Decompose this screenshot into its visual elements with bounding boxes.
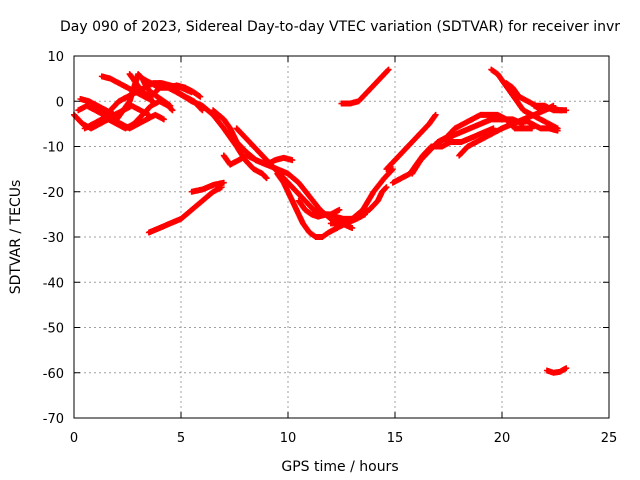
data-point (160, 116, 167, 123)
data-series-pass-18 (188, 179, 227, 195)
data-point (385, 66, 392, 73)
data-point (382, 185, 389, 192)
y-tick-label: -10 (43, 141, 64, 156)
data-series-pass-16 (338, 66, 392, 107)
data-point (389, 166, 396, 173)
data-points (71, 66, 570, 376)
data-point (150, 98, 157, 105)
data-series-pass-20 (389, 125, 497, 186)
data-series-pass-12 (220, 152, 296, 168)
y-tick-label: -30 (43, 231, 64, 246)
data-point (336, 206, 343, 213)
data-point (349, 224, 356, 231)
x-axis-label: GPS time / hours (281, 459, 398, 475)
data-point (169, 107, 176, 114)
x-tick-label: 5 (177, 431, 185, 446)
x-tick-label: 10 (280, 431, 297, 446)
x-tick-label: 0 (70, 431, 78, 446)
x-tick-label: 20 (494, 431, 511, 446)
data-series-pass-19 (383, 111, 439, 173)
y-axis-label: SDTVAR / TECUs (8, 180, 24, 295)
data-point (220, 179, 227, 186)
x-tick-label: 15 (387, 431, 404, 446)
y-tick-label: -20 (43, 186, 64, 201)
data-series-pass-27 (520, 116, 561, 134)
data-point (384, 67, 391, 74)
data-point (389, 167, 396, 174)
y-tick-label: 0 (56, 95, 64, 110)
y-tick-label: -70 (43, 412, 64, 427)
y-tick-label: -60 (43, 367, 64, 382)
data-point (432, 111, 439, 118)
data-point (168, 106, 175, 113)
data-point (167, 102, 174, 109)
chart-title: Day 090 of 2023, Sidereal Day-to-day VTE… (60, 19, 620, 35)
data-series-pass-26 (531, 102, 570, 114)
data-series-pass-22 (434, 111, 535, 145)
data-point (554, 127, 561, 134)
data-point (197, 93, 204, 100)
data-point (263, 175, 270, 182)
data-point (383, 184, 390, 191)
y-tick-label: 10 (47, 50, 64, 65)
data-point (563, 365, 570, 372)
data-series-pass-14 (295, 184, 390, 222)
data-point (262, 174, 269, 181)
y-tick-label: -50 (43, 322, 64, 337)
data-point (563, 107, 570, 114)
data-series-pass-15 (327, 166, 396, 227)
data-point (145, 111, 152, 118)
y-tick-label: -40 (43, 276, 64, 291)
x-tick-label: 25 (601, 431, 618, 446)
data-series-pass-09 (156, 80, 270, 182)
axis-ticks: 0 5 10 15 20 25 10 0 -10 -20 -30 -40 -50 -60 -70 (43, 50, 618, 446)
data-point (289, 157, 296, 164)
data-series-pass-17 (145, 184, 225, 236)
data-series-pass-28 (543, 365, 570, 376)
